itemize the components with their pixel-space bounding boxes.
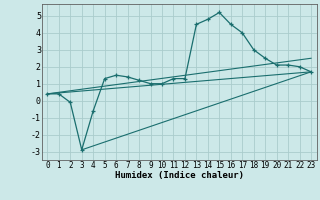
X-axis label: Humidex (Indice chaleur): Humidex (Indice chaleur) — [115, 171, 244, 180]
